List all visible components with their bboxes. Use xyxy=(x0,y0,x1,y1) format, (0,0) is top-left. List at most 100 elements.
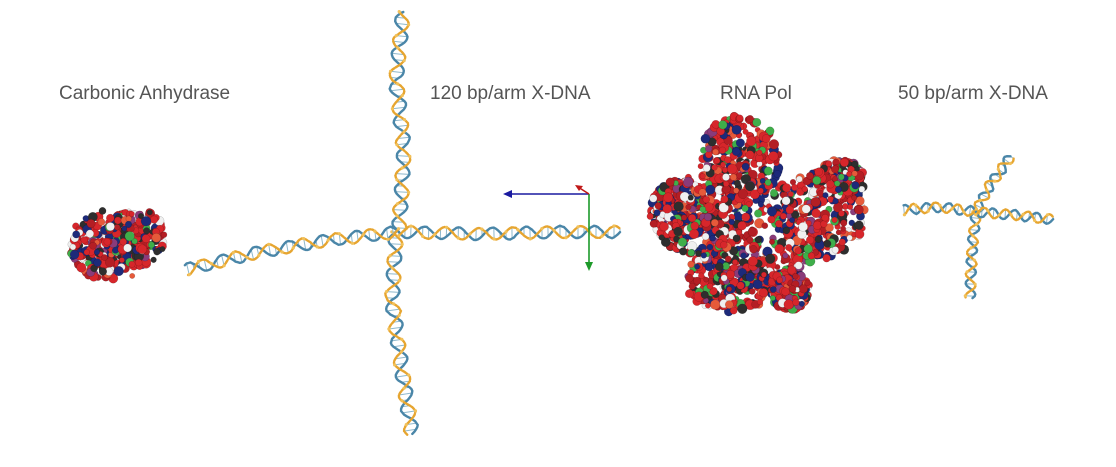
protein-atom xyxy=(80,236,88,244)
dna-arm-left-rung xyxy=(203,259,208,271)
dna-arm-right-atom xyxy=(432,233,437,237)
dna-arm-right-atom xyxy=(468,232,472,236)
dna-arm-up-atom xyxy=(395,214,399,218)
protein-atom xyxy=(124,220,133,228)
dna-arm-left-atom xyxy=(962,210,966,214)
dna-arm-up-rung xyxy=(392,221,404,223)
dna-arm-left-rung xyxy=(268,244,271,256)
protein-atom xyxy=(662,204,672,214)
dna-arm-right-atom xyxy=(1021,212,1025,216)
protein-atom xyxy=(822,254,831,263)
protein-atom xyxy=(758,288,769,298)
dna-arm-down-atom xyxy=(973,282,977,286)
protein-atom xyxy=(746,236,754,244)
dna-arm-left-atom xyxy=(974,207,979,211)
protein-atom xyxy=(785,244,793,252)
protein-atom xyxy=(757,201,764,208)
protein-atom xyxy=(695,250,702,257)
protein-atom xyxy=(722,167,728,174)
dna-arm-down-rung xyxy=(402,410,416,414)
protein-atom xyxy=(749,189,760,200)
dna-arm-right-atom xyxy=(564,236,568,240)
dna-arm-left-rung xyxy=(368,229,371,240)
dna-arm-up-atom xyxy=(396,82,400,86)
protein-atom xyxy=(757,187,764,194)
protein-atom xyxy=(697,163,704,170)
protein-atom xyxy=(746,136,757,147)
protein-atom xyxy=(704,262,714,272)
protein-atom xyxy=(720,241,728,249)
protein-atom xyxy=(782,183,792,193)
dna-arm-right-atom xyxy=(986,209,990,213)
dna-arm-left-atom xyxy=(302,237,306,241)
protein-atom xyxy=(140,216,152,227)
dna-arm-left-rung xyxy=(386,228,389,240)
protein-atom xyxy=(854,220,864,230)
dna-arm-left-atom xyxy=(938,203,942,207)
protein-atom xyxy=(769,295,776,302)
protein-atom xyxy=(726,269,735,279)
xyz-axes-icon xyxy=(503,185,593,271)
protein-atom xyxy=(821,213,829,222)
dna-arm-left-atom xyxy=(187,273,191,277)
protein-atom xyxy=(141,234,151,244)
protein-atom xyxy=(810,196,821,208)
protein-atom xyxy=(689,228,700,239)
protein-atom xyxy=(682,176,694,188)
protein-atom xyxy=(769,286,777,293)
protein-atom xyxy=(690,221,700,231)
protein-atom xyxy=(736,114,744,122)
dna-arm-right-atom xyxy=(974,213,978,217)
dna-arm-up-atom xyxy=(402,59,406,63)
protein-atom xyxy=(825,160,833,168)
dna-arm-up-rung xyxy=(396,22,409,26)
dna-arm-left-atom xyxy=(280,250,284,254)
protein-atom xyxy=(714,262,724,272)
dna-arm-right-atom xyxy=(445,225,449,229)
dna-arm-down-atom xyxy=(407,373,411,377)
protein-atom xyxy=(831,216,838,223)
dna-arm-up-rung xyxy=(395,191,409,193)
dna-arm-down-rung xyxy=(386,291,400,293)
protein-atom xyxy=(150,256,157,263)
x-dna-50-label: 50 bp/arm X-DNA xyxy=(898,83,1048,104)
dna-arm-right-atom xyxy=(612,224,616,228)
protein-atom xyxy=(794,261,803,270)
protein-atom xyxy=(700,133,711,144)
dna-arm-left-atom xyxy=(926,209,930,213)
protein-atom xyxy=(745,115,755,124)
dna-arm-left-rung xyxy=(356,230,359,242)
protein-atom xyxy=(760,271,767,278)
dna-arm-up-atom xyxy=(407,190,411,194)
protein-atom xyxy=(774,243,785,254)
dna-arm-left-rung xyxy=(303,238,307,250)
protein-atom xyxy=(728,218,735,226)
protein-atom xyxy=(754,209,763,218)
protein-atom xyxy=(765,253,776,264)
protein-atom xyxy=(741,212,751,222)
protein-atom xyxy=(724,255,732,263)
protein-atom xyxy=(124,231,135,242)
protein-atom xyxy=(847,203,854,210)
dna-arm-down-rung xyxy=(387,261,400,263)
protein-atom xyxy=(687,213,697,223)
protein-atom xyxy=(839,157,849,168)
dna-arm-down-atom xyxy=(413,409,418,413)
protein-atom xyxy=(765,126,775,136)
dna-arm-left-atom xyxy=(222,264,226,268)
protein-atom xyxy=(83,249,90,256)
protein-atom xyxy=(726,163,738,175)
protein-atom xyxy=(98,207,107,215)
protein-atom xyxy=(745,150,755,160)
protein-atom xyxy=(724,156,732,164)
protein-atom xyxy=(837,173,845,181)
dna-arm-down-atom xyxy=(404,423,408,427)
dna-arm-up-rung xyxy=(393,40,405,43)
dna-arm-up-rung xyxy=(396,35,408,38)
protein-atom xyxy=(677,237,688,247)
protein-atom xyxy=(659,221,669,232)
protein-atom xyxy=(653,209,661,217)
protein-atom xyxy=(703,276,710,283)
dna-arm-left-atom xyxy=(350,241,354,245)
dna-arm-down-rung xyxy=(394,362,406,366)
